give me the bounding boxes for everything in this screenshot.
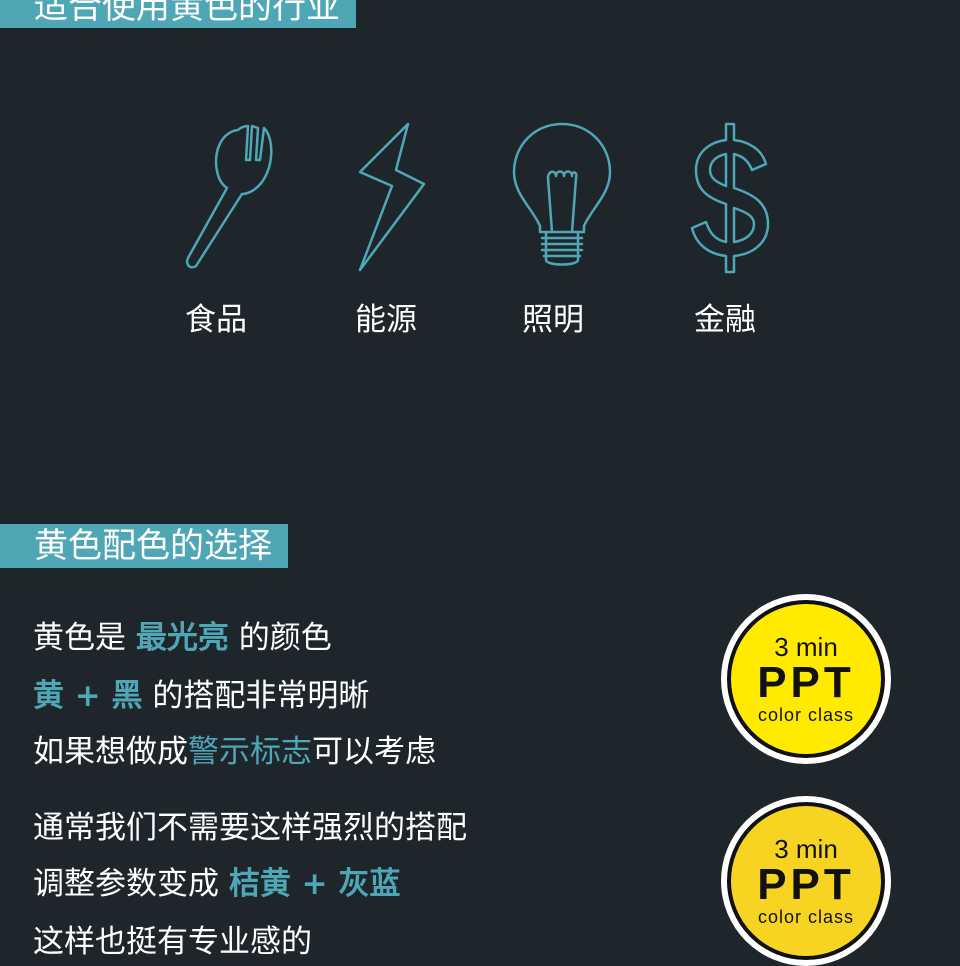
text-line-6: 这样也挺有专业感的 — [33, 916, 312, 961]
text-line-3: 如果想做成警示标志可以考虑 — [33, 726, 436, 771]
text-plain: 可以考虑 — [312, 734, 436, 770]
industry-label-lighting: 照明 — [522, 302, 584, 338]
ppt-color-class-badge-1: 3 min PPT color class — [721, 594, 891, 764]
text-plain: 这样也挺有专业感的 — [33, 924, 312, 960]
text-highlight: 黄 + 黑 — [33, 678, 143, 714]
text-highlight: 警示标志 — [188, 734, 312, 770]
text-plain: 的搭配非常明晰 — [142, 678, 370, 714]
text-plain: 通常我们不需要这样强烈的搭配 — [33, 810, 467, 846]
ppt-color-class-badge-2: 3 min PPT color class — [721, 796, 891, 966]
text-plain: 如果想做成 — [33, 734, 188, 770]
text-plain: 的颜色 — [228, 620, 332, 656]
badge-class: color class — [757, 907, 855, 927]
text-highlight: 桔黄 + 灰蓝 — [228, 866, 401, 902]
lightning-icon — [352, 120, 432, 275]
text-line-2: 黄 + 黑 的搭配非常明晰 — [33, 670, 369, 715]
dollar-sign-icon — [690, 120, 774, 275]
text-highlight: 最光亮 — [135, 620, 229, 656]
badge-ppt: PPT — [757, 658, 855, 707]
text-plain: 黄色是 — [33, 620, 136, 656]
light-bulb-icon — [510, 120, 614, 270]
badge-min: 3 min — [774, 834, 838, 864]
badge-class: color class — [757, 705, 855, 725]
industry-label-food: 食品 — [185, 302, 247, 338]
fork-spoon-icon — [180, 120, 280, 270]
industry-label-finance: 金融 — [694, 302, 756, 338]
industry-label-energy: 能源 — [355, 302, 417, 338]
badge-min: 3 min — [774, 632, 838, 662]
section-title-yellow-combinations: 黄色配色的选择 — [0, 524, 288, 568]
text-line-4: 通常我们不需要这样强烈的搭配 — [33, 802, 467, 847]
badge-ppt: PPT — [757, 860, 855, 909]
text-line-1: 黄色是 最光亮 的颜色 — [33, 612, 332, 657]
section-title-industries: 适合使用黄色的行业 — [0, 0, 356, 28]
text-line-5: 调整参数变成 桔黄 + 灰蓝 — [33, 858, 400, 903]
text-plain: 调整参数变成 — [33, 866, 229, 902]
